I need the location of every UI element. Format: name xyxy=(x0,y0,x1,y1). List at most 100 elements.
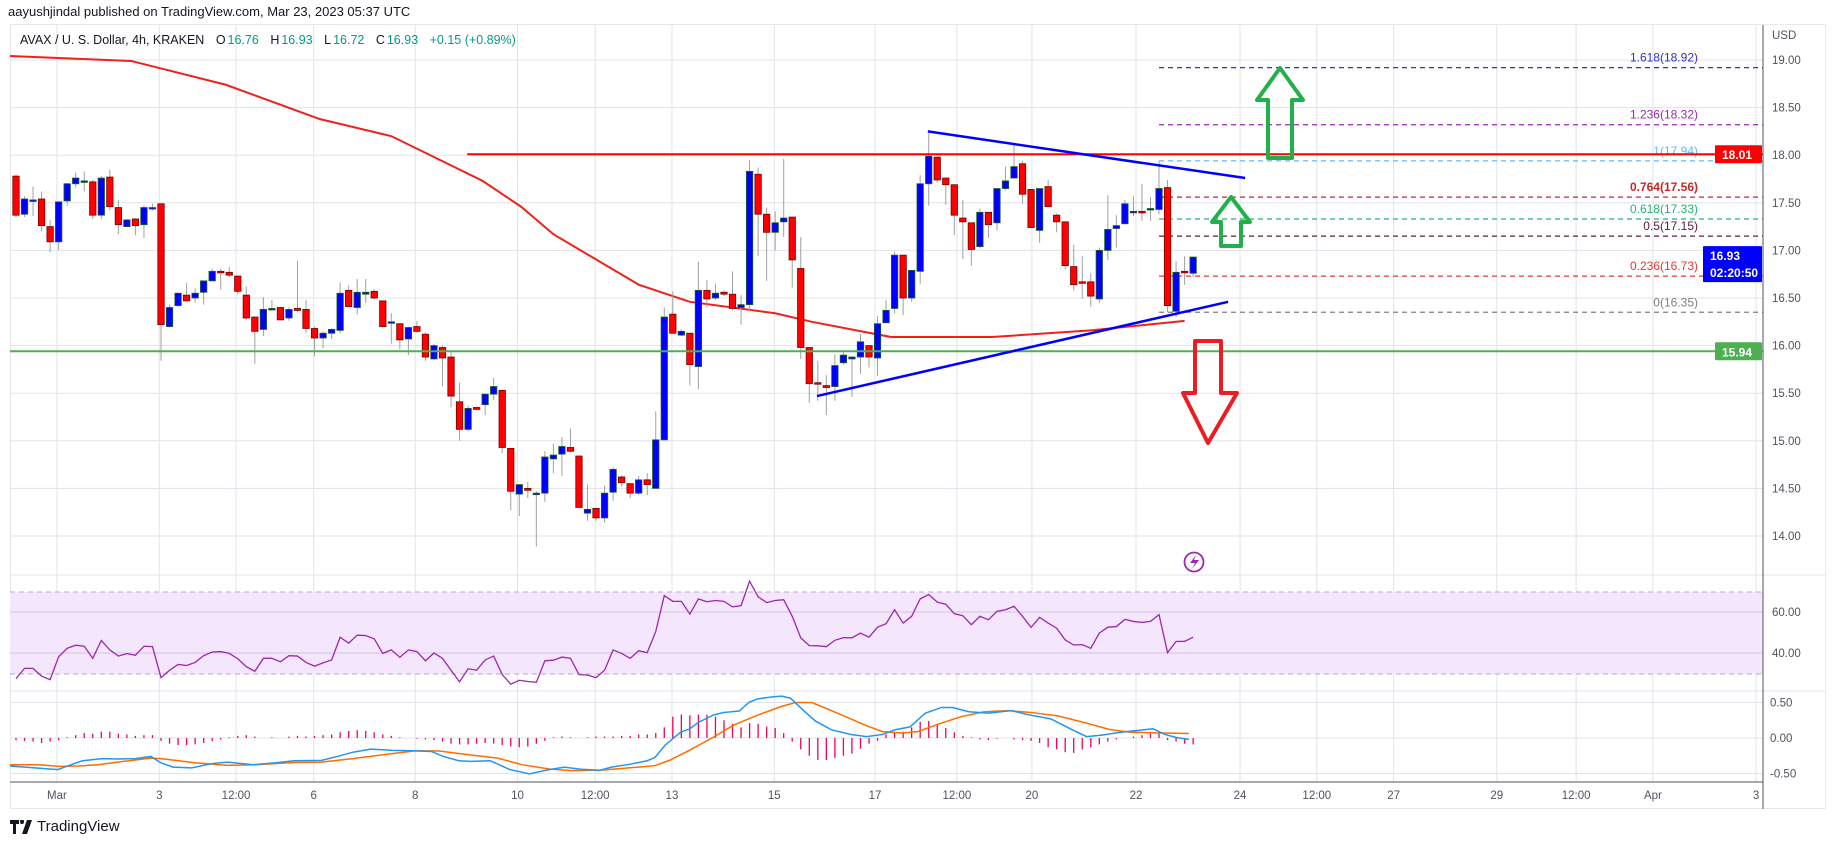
candle-body-down xyxy=(37,198,46,227)
candle xyxy=(856,334,865,375)
symbol-legend[interactable]: AVAX / U. S. Dollar, 4h, KRAKEN O 16.76 H… xyxy=(20,33,516,47)
fibonacci-extension[interactable]: 1.618(18.92) 1.236(18.32) 1(17.94) 0.764(17… xyxy=(1159,51,1763,313)
time-tick-label: 12:00 xyxy=(1562,790,1591,802)
candle xyxy=(208,268,216,282)
candle xyxy=(1095,247,1103,303)
candle xyxy=(583,484,592,521)
support-price-text: 15.94 xyxy=(1722,345,1752,359)
candle xyxy=(890,251,899,314)
candle-body-down xyxy=(396,323,404,341)
candle xyxy=(1061,221,1069,270)
candle xyxy=(302,299,310,334)
candle xyxy=(157,203,165,361)
candle xyxy=(1121,199,1129,225)
candle xyxy=(1181,256,1189,285)
rsi-grid xyxy=(10,611,1763,654)
chart-frame xyxy=(10,24,1826,809)
candle xyxy=(882,299,890,324)
candle xyxy=(1146,197,1155,221)
candle xyxy=(1189,256,1197,278)
candle xyxy=(711,283,720,300)
candle xyxy=(541,451,549,502)
candle-body-up xyxy=(63,183,71,202)
candle-body-up xyxy=(856,341,865,358)
candle-body-down xyxy=(251,316,259,332)
candle-body-down xyxy=(822,385,830,388)
candle xyxy=(703,279,711,308)
candle xyxy=(720,290,728,297)
candle-body-up xyxy=(1189,256,1197,274)
candle xyxy=(814,360,822,401)
candle-body-down xyxy=(455,401,464,430)
rsi-indicator xyxy=(15,579,1194,685)
candle xyxy=(788,216,796,288)
candle-body-down xyxy=(1087,281,1095,297)
candle xyxy=(114,199,122,235)
candle xyxy=(805,347,813,403)
lightning-event-icon[interactable] xyxy=(1183,551,1205,573)
candle xyxy=(362,278,370,303)
candle-body-down xyxy=(669,313,677,334)
price-scale[interactable] xyxy=(1763,25,1826,782)
candle-body-down xyxy=(413,326,421,332)
macd-tick-label: 0.50 xyxy=(1770,698,1792,710)
candle-body-up xyxy=(1001,180,1010,189)
candle-body-down xyxy=(217,270,225,274)
candle-body-up xyxy=(20,198,29,215)
time-tick-label: 6 xyxy=(310,790,316,802)
candle-body-up xyxy=(191,292,199,299)
candle-body-down xyxy=(959,217,967,223)
candle-body-down xyxy=(1070,266,1078,286)
tradingview-logo[interactable]: TradingView xyxy=(10,818,120,835)
candle xyxy=(182,282,191,302)
time-tick-label: 17 xyxy=(869,790,882,802)
price-tick-label: 17.00 xyxy=(1772,245,1801,257)
candle-body-up xyxy=(771,222,779,233)
open-label: O xyxy=(215,33,226,47)
axis-badges: 18.01 15.94 16.93 02:20:50 xyxy=(1703,145,1762,361)
candle xyxy=(669,291,677,334)
candle xyxy=(737,295,745,325)
time-tick-label: 3 xyxy=(1753,790,1759,802)
candle-body-down xyxy=(438,347,447,359)
candle-body-down xyxy=(12,175,20,216)
trendline-lower xyxy=(816,300,1229,398)
candle xyxy=(328,328,336,339)
low-value: 16.72 xyxy=(333,33,365,47)
candle-body-down xyxy=(575,455,583,508)
candle xyxy=(259,297,267,337)
candle xyxy=(686,332,694,386)
candle xyxy=(72,172,80,188)
candle-body-down xyxy=(984,211,993,226)
arrow-up-large-icon xyxy=(1255,66,1305,160)
candle xyxy=(780,159,788,238)
candle xyxy=(200,280,208,305)
candle xyxy=(532,491,540,547)
candle-body-up xyxy=(319,332,327,339)
candle-body-down xyxy=(46,226,54,243)
candle xyxy=(754,167,762,257)
candle xyxy=(839,352,848,365)
candle xyxy=(566,428,575,453)
drawn-lines[interactable] xyxy=(10,130,1763,398)
candle xyxy=(319,331,327,349)
candle-body-down xyxy=(89,181,97,216)
candle-body-down xyxy=(225,271,233,276)
candle-body-down xyxy=(703,289,711,300)
symbol-title: AVAX / U. S. Dollar, 4h, KRAKEN xyxy=(20,33,205,47)
candle xyxy=(498,389,506,454)
candle-body-down xyxy=(310,328,319,339)
candle-body-down xyxy=(498,389,506,448)
candle-body-up xyxy=(541,456,549,494)
candle-body-up xyxy=(1172,271,1180,312)
candle-body-up xyxy=(873,323,882,359)
candle-body-up xyxy=(481,393,489,406)
candle xyxy=(959,199,967,259)
candle-body-up xyxy=(174,292,182,307)
candle-body-down xyxy=(1163,187,1172,307)
candle xyxy=(353,278,361,315)
candle xyxy=(37,191,46,232)
candle xyxy=(549,443,557,474)
candle-body-up xyxy=(848,356,856,360)
